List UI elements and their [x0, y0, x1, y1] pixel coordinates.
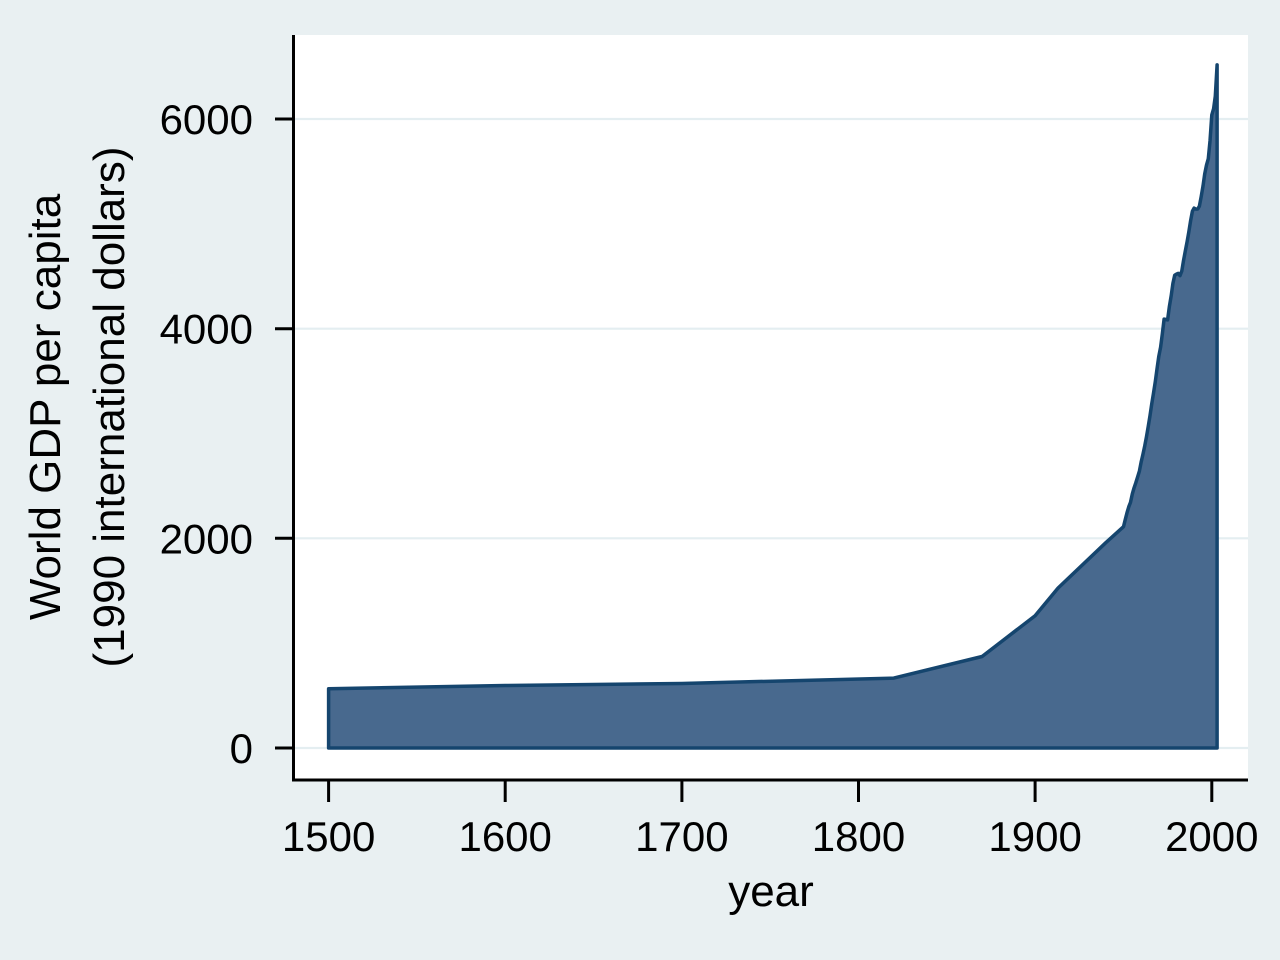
x-axis-title: year: [728, 867, 814, 916]
x-tick-label: 1900: [988, 813, 1081, 860]
y-tick-label: 0: [230, 725, 253, 772]
y-axis-title: World GDP per capita (1990 international…: [21, 147, 134, 668]
x-tick-label: 1500: [282, 813, 375, 860]
y-tick-label: 2000: [160, 515, 253, 562]
y-ticks: [275, 117, 295, 750]
x-tick-label: 1800: [812, 813, 905, 860]
y-axis-title-line2: (1990 international dollars): [85, 147, 134, 668]
y-tick-labels: 0 2000 4000 6000: [160, 96, 253, 772]
y-tick-label: 4000: [160, 306, 253, 353]
area-series: [326, 63, 1219, 750]
x-ticks: [327, 781, 1214, 802]
x-tick-label: 2000: [1165, 813, 1258, 860]
x-tick-labels: 1500 1600 1700 1800 1900 2000: [282, 813, 1259, 860]
y-tick-label: 6000: [160, 96, 253, 143]
y-axis-title-line1: World GDP per capita: [21, 193, 70, 620]
x-tick-label: 1600: [458, 813, 551, 860]
x-tick-label: 1700: [635, 813, 728, 860]
